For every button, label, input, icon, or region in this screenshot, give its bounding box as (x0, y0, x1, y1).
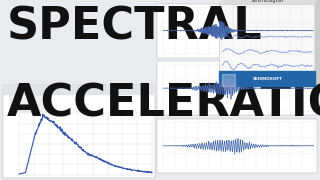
Polygon shape (315, 0, 320, 86)
Bar (3, 85, 155, 94)
Bar (3, 85, 155, 178)
Bar (223, 8, 319, 91)
Text: SEISMOSOFT: SEISMOSOFT (252, 77, 282, 81)
Bar (219, 4, 315, 86)
Bar (222, 74, 235, 85)
Text: SeismoSignal: SeismoSignal (251, 0, 284, 3)
Bar (10, 95, 48, 112)
Polygon shape (219, 0, 320, 4)
Bar (157, 61, 317, 115)
Bar (219, 71, 315, 86)
Bar (157, 4, 317, 58)
Text: ACCELERATION: ACCELERATION (6, 83, 320, 126)
Bar (157, 119, 317, 173)
Text: SPECTRAL: SPECTRAL (6, 5, 262, 48)
